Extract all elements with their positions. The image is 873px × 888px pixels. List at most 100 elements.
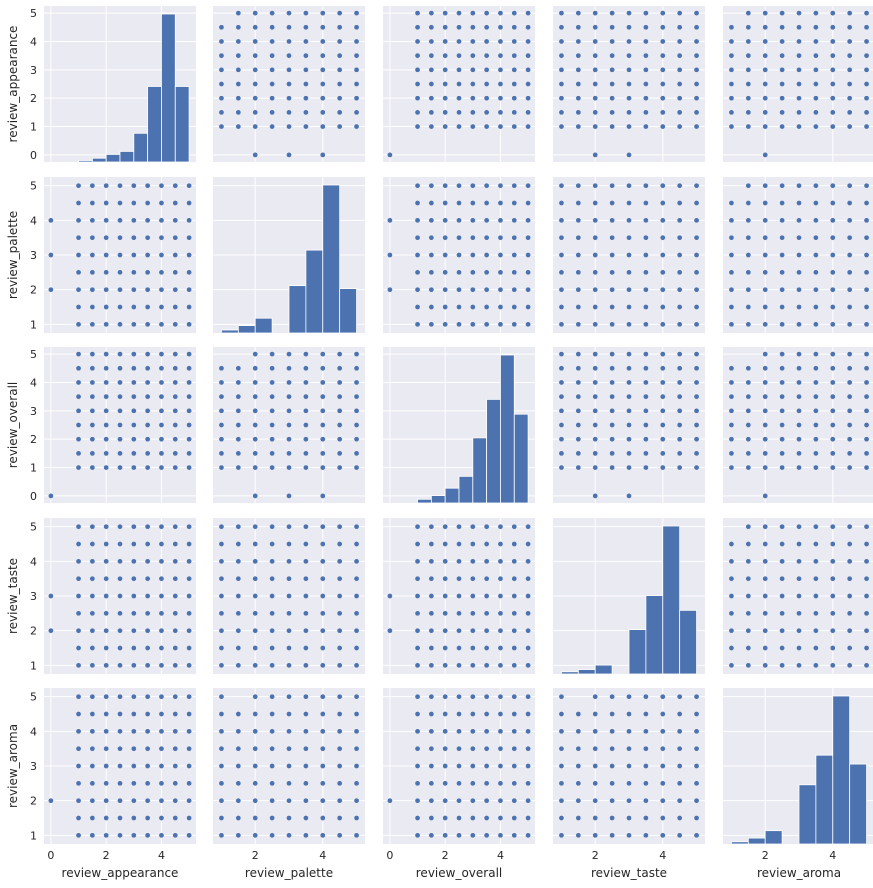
- scatter-point: [745, 109, 752, 116]
- scatter-point: [609, 10, 615, 16]
- scatter-point: [319, 81, 326, 87]
- scatter-point: [252, 645, 259, 651]
- scatter-point: [144, 711, 151, 717]
- scatter-point: [470, 627, 476, 634]
- scatter-point: [592, 351, 599, 357]
- scatter-point: [693, 10, 700, 16]
- scatter-point: [103, 662, 109, 669]
- scatter-point: [218, 464, 225, 471]
- scatter-point: [75, 464, 82, 471]
- scatter-point: [779, 379, 785, 386]
- scatter-point: [319, 67, 326, 73]
- scatter-point: [558, 408, 565, 414]
- scatter-point: [525, 200, 531, 206]
- scatter-point: [286, 450, 292, 457]
- scatter-point: [353, 52, 360, 59]
- scatter-point: [103, 393, 109, 400]
- scatter-point: [643, 321, 649, 328]
- scatter-point: [172, 558, 179, 565]
- scatter-point: [609, 365, 615, 372]
- scatter-point: [525, 627, 531, 634]
- scatter-point: [829, 408, 836, 414]
- scatter-point: [525, 763, 531, 769]
- scatter-point: [796, 38, 802, 45]
- scatter-point: [511, 575, 518, 582]
- scatter-point: [659, 123, 666, 130]
- scatter-point: [728, 464, 735, 471]
- scatter-point: [779, 10, 785, 16]
- scatter-point: [428, 797, 435, 804]
- scatter-point: [813, 464, 819, 471]
- scatter-point: [813, 558, 819, 565]
- scatter-point: [762, 10, 769, 16]
- scatter-point: [592, 304, 599, 310]
- scatter-point: [414, 67, 421, 73]
- scatter-point: [89, 832, 96, 839]
- scatter-point: [693, 109, 700, 116]
- scatter-point: [779, 450, 785, 457]
- scatter-point: [353, 38, 360, 45]
- scatter-point: [846, 10, 853, 16]
- scatter-point: [117, 763, 123, 769]
- histogram-bar: [78, 160, 93, 163]
- scatter-point: [626, 450, 632, 457]
- scatter-point: [829, 379, 836, 386]
- scatter-point: [592, 24, 599, 31]
- scatter-point: [414, 558, 421, 565]
- scatter-point: [414, 321, 421, 328]
- scatter-point: [303, 450, 309, 457]
- scatter-point: [643, 422, 649, 428]
- scatter-point: [252, 815, 259, 821]
- scatter-point: [103, 234, 109, 241]
- y-tick-label: 3: [30, 405, 37, 418]
- scatter-point: [303, 610, 309, 617]
- scatter-point: [428, 575, 435, 582]
- scatter-point: [158, 269, 165, 276]
- scatter-point: [643, 109, 649, 116]
- scatter-point: [428, 662, 435, 669]
- scatter-point: [286, 797, 292, 804]
- scatter-point: [252, 52, 259, 59]
- scatter-point: [158, 728, 165, 735]
- scatter-point: [863, 67, 870, 73]
- histogram-bar: [417, 498, 432, 504]
- scatter-point: [75, 745, 82, 752]
- scatter-point: [511, 780, 518, 787]
- scatter-point: [186, 234, 192, 241]
- scatter-point: [470, 558, 476, 565]
- scatter-point: [762, 610, 769, 617]
- scatter-point: [103, 645, 109, 651]
- scatter-point: [592, 200, 599, 206]
- scatter-point: [158, 365, 165, 372]
- scatter-point: [319, 610, 326, 617]
- scatter-point: [745, 450, 752, 457]
- scatter-point: [796, 286, 802, 293]
- scatter-point: [303, 109, 309, 116]
- scatter-point: [846, 365, 853, 372]
- scatter-point: [483, 627, 490, 634]
- scatter-point: [497, 67, 504, 73]
- scatter-point: [693, 832, 700, 839]
- scatter-point: [269, 10, 275, 16]
- scatter-point: [269, 408, 275, 414]
- scatter-point: [829, 252, 836, 258]
- scatter-point: [483, 269, 490, 276]
- scatter-point: [286, 763, 292, 769]
- scatter-point: [89, 797, 96, 804]
- scatter-point: [117, 217, 123, 224]
- scatter-point: [75, 575, 82, 582]
- scatter-point: [286, 610, 292, 617]
- scatter-point: [728, 81, 735, 87]
- scatter-point: [796, 269, 802, 276]
- scatter-point: [470, 797, 476, 804]
- scatter-point: [131, 610, 137, 617]
- scatter-point: [609, 67, 615, 73]
- scatter-point: [525, 523, 531, 530]
- scatter-point: [497, 662, 504, 669]
- scatter-point: [117, 182, 123, 189]
- scatter-point: [779, 365, 785, 372]
- scatter-point: [779, 109, 785, 116]
- scatter-point: [728, 321, 735, 328]
- scatter-point: [483, 728, 490, 735]
